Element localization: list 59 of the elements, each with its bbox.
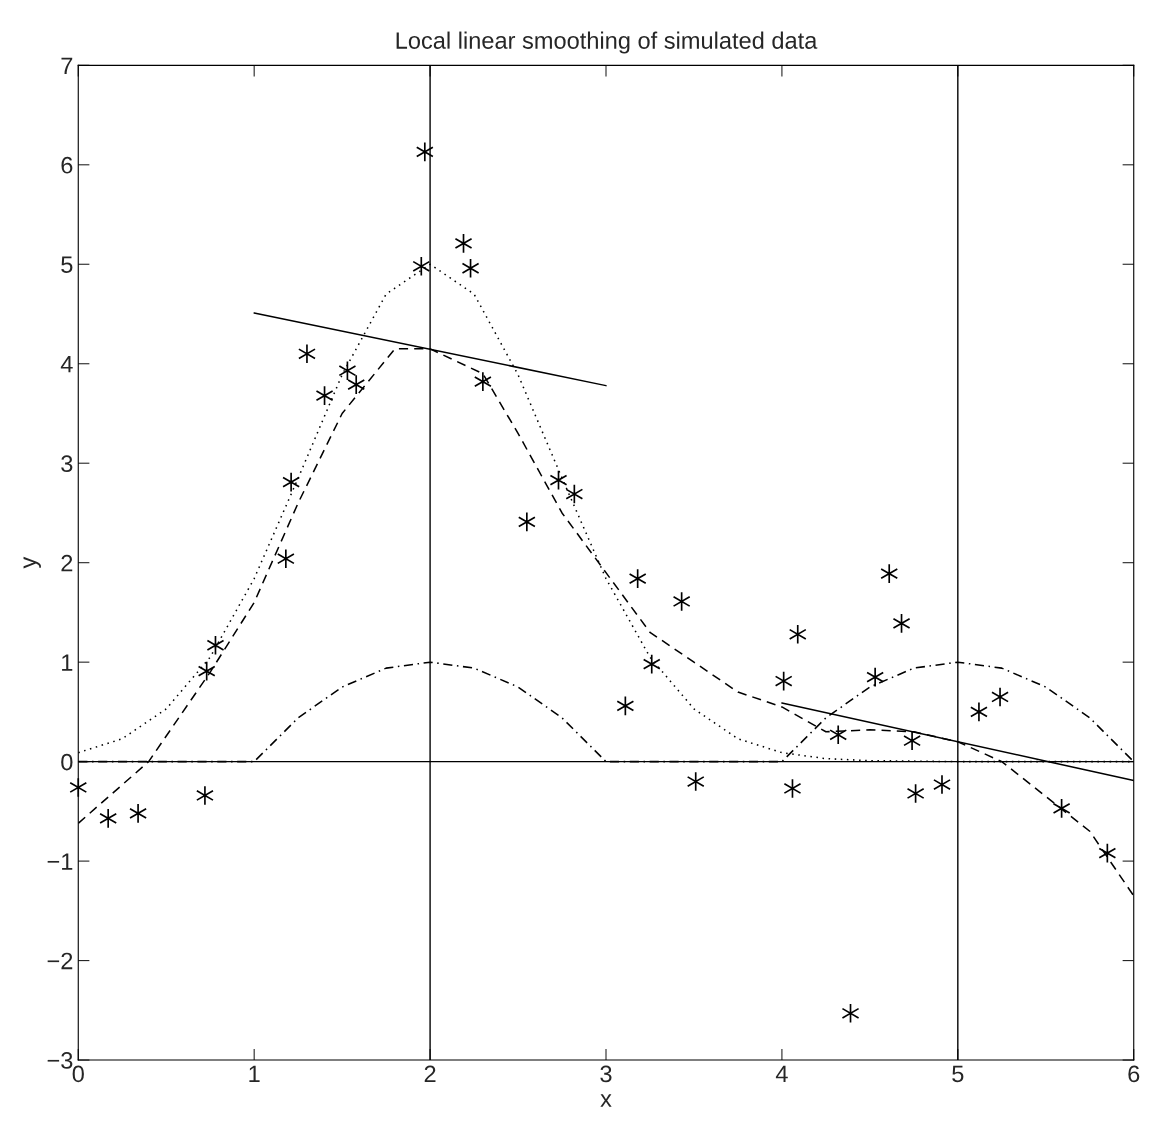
y-tick-label: 1 xyxy=(62,654,73,671)
x-tick-label: 4 xyxy=(775,1065,788,1083)
point xyxy=(1052,798,1071,819)
y-tick-label: −1 xyxy=(47,853,73,870)
point xyxy=(628,568,647,589)
point xyxy=(473,371,492,392)
point xyxy=(970,701,988,723)
point xyxy=(549,469,568,491)
point xyxy=(1098,842,1117,864)
chart-title: Local linear smoothing of simulated data xyxy=(396,31,818,54)
point xyxy=(415,141,434,163)
y-axis-title: y xyxy=(23,556,41,569)
point xyxy=(788,624,807,645)
y-tick-label: 4 xyxy=(60,356,73,373)
point xyxy=(774,670,793,692)
y-tick-label: 2 xyxy=(61,554,73,572)
point xyxy=(454,233,473,254)
y-tick-label: 6 xyxy=(61,156,73,174)
x-tick-label: 1 xyxy=(249,1065,260,1083)
point xyxy=(565,483,584,505)
point xyxy=(129,803,147,824)
x-tick-label: 2 xyxy=(424,1065,436,1083)
point xyxy=(616,695,635,717)
y-tick-label: 5 xyxy=(61,256,73,274)
point xyxy=(880,563,899,584)
point xyxy=(933,774,951,795)
x-tick-label: 5 xyxy=(952,1065,964,1083)
x-tick-label: 3 xyxy=(600,1065,612,1083)
point xyxy=(206,635,225,656)
point xyxy=(517,511,536,533)
point xyxy=(412,256,431,277)
point xyxy=(991,686,1009,708)
point xyxy=(196,785,214,806)
y-tick-label: 0 xyxy=(61,753,73,771)
point xyxy=(672,591,691,612)
y-tick-label: −3 xyxy=(47,1052,73,1069)
point xyxy=(686,771,705,792)
point xyxy=(282,471,301,493)
x-tick-label: 6 xyxy=(1128,1065,1140,1083)
x-tick-label: 0 xyxy=(72,1065,84,1083)
point xyxy=(903,730,921,751)
point xyxy=(298,343,316,364)
point xyxy=(276,548,295,569)
point xyxy=(69,777,88,798)
point xyxy=(892,613,911,634)
point xyxy=(315,385,334,406)
point xyxy=(461,258,480,279)
point xyxy=(829,724,848,745)
point xyxy=(99,808,118,829)
point xyxy=(783,778,802,799)
x-axis-title: x xyxy=(600,1094,612,1107)
point xyxy=(197,660,216,682)
point xyxy=(866,666,885,688)
y-tick-label: −2 xyxy=(47,952,73,970)
point xyxy=(642,653,661,675)
point xyxy=(906,783,925,804)
point xyxy=(841,1003,860,1024)
y-tick-label: 3 xyxy=(61,455,73,472)
y-tick-label: 7 xyxy=(61,57,73,74)
